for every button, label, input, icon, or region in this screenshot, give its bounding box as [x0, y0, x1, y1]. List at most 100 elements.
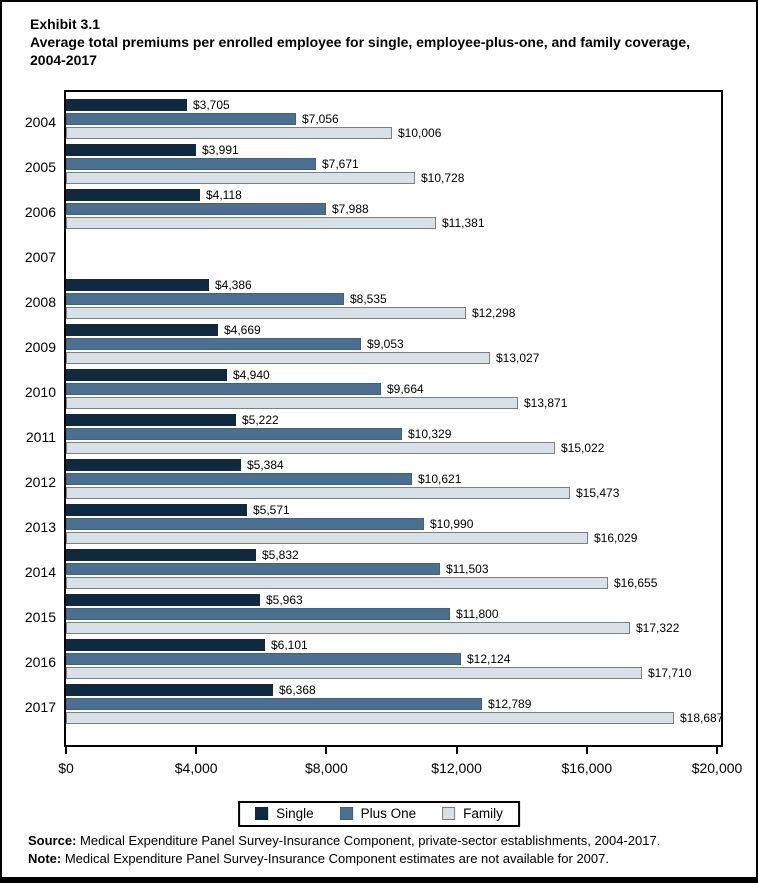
source-text: Medical Expenditure Panel Survey-Insuran…	[80, 833, 661, 848]
year-group-2006: 2006 $4,118 $7,988 $11,381	[25, 189, 721, 234]
bar-plus-one	[66, 473, 412, 485]
x-axis-tick-label: $12,000	[431, 760, 482, 776]
bar-plus-one	[66, 293, 344, 305]
bar-value-label: $4,386	[215, 278, 252, 292]
bar-row: $10,006	[66, 127, 721, 139]
bar-row: $12,124	[66, 653, 721, 665]
bar-family	[66, 622, 630, 634]
bar-value-label: $12,789	[488, 697, 532, 711]
bar-family	[66, 577, 608, 589]
bar-family	[66, 127, 392, 139]
bar-value-label: $15,473	[576, 486, 620, 500]
x-axis-tick-label: $4,000	[174, 760, 218, 776]
legend-swatch-icon	[255, 807, 269, 820]
bar-value-label: $3,991	[202, 143, 239, 157]
bar-value-label: $9,664	[387, 382, 424, 396]
year-group-2014: 2014 $5,832 $11,503 $16,655	[25, 549, 721, 594]
x-axis-tick-label: $8,000	[304, 760, 348, 776]
bar-row: $12,298	[66, 307, 721, 319]
year-label: 2013	[24, 518, 56, 535]
bar-single	[66, 189, 200, 201]
bar-row: $7,988	[66, 203, 721, 215]
bar-single	[66, 549, 256, 561]
bar-single	[66, 144, 196, 156]
bar-row: $10,990	[66, 518, 721, 530]
bar-value-label: $8,535	[350, 292, 387, 306]
bar-row: $6,101	[66, 639, 721, 651]
bar-row: $11,800	[66, 608, 721, 620]
x-axis-tick-label: $0	[58, 760, 74, 776]
bar-value-label: $10,006	[398, 126, 442, 140]
chart-title: Average total premiums per enrolled empl…	[30, 34, 691, 68]
bar-family	[66, 667, 642, 679]
legend: Single Plus One Family	[238, 801, 520, 827]
bar-value-label: $12,124	[467, 652, 511, 666]
bar-single	[66, 414, 236, 426]
bar-value-label: $17,710	[648, 666, 692, 680]
year-group-2009: 2009 $4,669 $9,053 $13,027	[25, 324, 721, 369]
bar-row: $15,022	[66, 442, 721, 454]
year-label: 2004	[24, 113, 56, 130]
legend-label: Single	[276, 806, 314, 821]
year-group-2013: 2013 $5,571 $10,990 $16,029	[25, 504, 721, 549]
bar-row: $13,871	[66, 397, 721, 409]
year-group-2008: 2008 $4,386 $8,535 $12,298	[25, 278, 721, 324]
bar-value-label: $13,027	[496, 351, 540, 365]
bar-row: $6,368	[66, 684, 721, 696]
bar-value-label: $6,101	[271, 638, 308, 652]
bar-value-label: $5,571	[253, 503, 290, 517]
bar-row: $5,222	[66, 414, 721, 426]
x-axis-tick	[716, 747, 718, 754]
bar-value-label: $10,990	[430, 517, 474, 531]
x-axis-tick-label: $20,000	[691, 760, 743, 776]
note-line: Note: Medical Expenditure Panel Survey-I…	[28, 850, 744, 868]
legend-item-plus-one: Plus One	[339, 806, 417, 821]
bar-value-label: $4,669	[224, 323, 261, 337]
bar-row: $4,118	[66, 189, 721, 201]
bar-plus-one	[66, 608, 450, 620]
title-block: Exhibit 3.1 Average total premiums per e…	[30, 15, 720, 69]
bar-row: $5,832	[66, 549, 721, 561]
bar-row: $5,963	[66, 594, 721, 606]
x-axis-tick	[585, 747, 588, 754]
bar-row: $3,991	[66, 144, 721, 156]
footer: Source: Medical Expenditure Panel Survey…	[28, 832, 744, 868]
bar-single	[66, 369, 227, 381]
year-label: 2010	[24, 383, 56, 400]
bar-row: $5,571	[66, 504, 721, 516]
bar-single	[66, 504, 247, 516]
source-line: Source: Medical Expenditure Panel Survey…	[28, 832, 744, 850]
bar-value-label: $7,056	[302, 112, 339, 126]
x-axis-tick	[325, 747, 328, 754]
bar-row: $4,669	[66, 324, 721, 336]
legend-swatch-icon	[442, 807, 456, 820]
year-group-2012: 2012 $5,384 $10,621 $15,473	[25, 458, 721, 504]
year-group-2010: 2010 $4,940 $9,664 $13,871	[25, 369, 721, 414]
note-text: Medical Expenditure Panel Survey-Insuran…	[64, 851, 609, 866]
legend-label: Plus One	[360, 806, 417, 821]
bar-value-label: $17,322	[636, 621, 680, 635]
bar-value-label: $7,988	[332, 202, 369, 216]
bar-row: $16,655	[66, 577, 721, 589]
legend-item-family: Family	[442, 806, 503, 821]
bar-row: $11,503	[66, 563, 721, 575]
bar-row: $7,671	[66, 158, 721, 170]
bar-value-label: $5,384	[247, 458, 284, 472]
bar-value-label: $11,503	[446, 562, 489, 576]
bar-family	[66, 172, 415, 184]
bar-row: $7,056	[66, 113, 721, 125]
bar-family	[66, 712, 674, 724]
bar-value-label: $11,381	[442, 216, 485, 230]
bar-family	[66, 397, 518, 409]
bar-plus-one	[66, 383, 381, 395]
bar-family	[66, 352, 490, 364]
legend-label: Family	[463, 806, 503, 821]
bar-row: $9,053	[66, 338, 721, 350]
bar-value-label: $4,118	[206, 188, 242, 202]
bar-value-label: $5,832	[262, 548, 299, 562]
bar-value-label: $7,671	[322, 157, 359, 171]
bar-value-label: $16,655	[614, 576, 658, 590]
bar-family	[66, 217, 436, 229]
legend-item-single: Single	[255, 806, 314, 821]
